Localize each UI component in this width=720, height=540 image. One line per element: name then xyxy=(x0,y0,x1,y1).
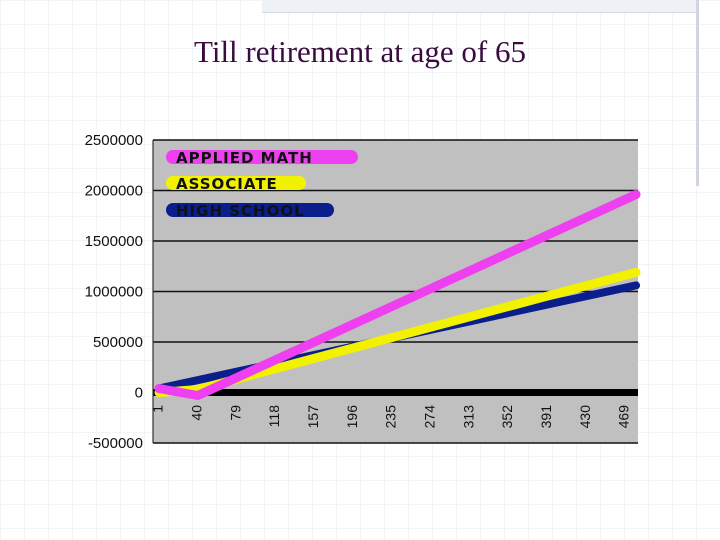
top-decorative-band xyxy=(262,0,698,13)
x-tick-label: 430 xyxy=(577,405,593,429)
y-tick-label: 1000000 xyxy=(85,284,143,301)
x-tick-label: 352 xyxy=(499,405,515,429)
series-line-applied-math xyxy=(154,190,641,400)
x-tick-label: 391 xyxy=(538,405,554,429)
y-tick-label: -500000 xyxy=(88,435,143,452)
legend-label: ASSOCIATE xyxy=(176,175,278,193)
y-tick-label: 500000 xyxy=(93,334,143,351)
x-tick-label: 118 xyxy=(266,405,282,428)
y-tick-label: 2000000 xyxy=(85,183,143,200)
right-decorative-bar xyxy=(696,0,699,186)
x-tick-label: 274 xyxy=(422,405,438,429)
slide-title: Till retirement at age of 65 xyxy=(193,34,527,69)
legend-label: HIGH SCHOOL xyxy=(176,202,305,220)
y-tick-label: 0 xyxy=(135,385,143,402)
y-tick-labels: 2500000 2000000 1500000 1000000 500000 0 -5000… xyxy=(85,132,143,452)
x-tick-label: 196 xyxy=(344,405,360,429)
gridlines xyxy=(153,139,638,444)
x-tick-label: 157 xyxy=(305,405,321,429)
y-tick-label: 2500000 xyxy=(85,132,143,149)
legend-swatch xyxy=(166,176,306,190)
x-tick-label: 235 xyxy=(383,405,399,429)
x-tick-label: 40 xyxy=(189,405,205,421)
y-tick-label: 1500000 xyxy=(85,233,143,250)
series-lines xyxy=(154,190,641,400)
x-tick-label: 313 xyxy=(460,405,476,429)
legend-swatch xyxy=(166,150,358,164)
legend-label: APPLIED MATH xyxy=(176,149,313,167)
x-tick-label: 1 xyxy=(150,405,166,413)
legend: APPLIED MATH ASSOCIATE HIGH SCHOOL xyxy=(166,149,358,220)
x-tick-labels: 1 40 79 118 157 196 235 274 313 352 391 430 469 xyxy=(150,405,632,429)
x-tick-label: 79 xyxy=(227,405,243,421)
x-tick-label: 469 xyxy=(616,405,632,429)
legend-swatch xyxy=(166,203,334,217)
